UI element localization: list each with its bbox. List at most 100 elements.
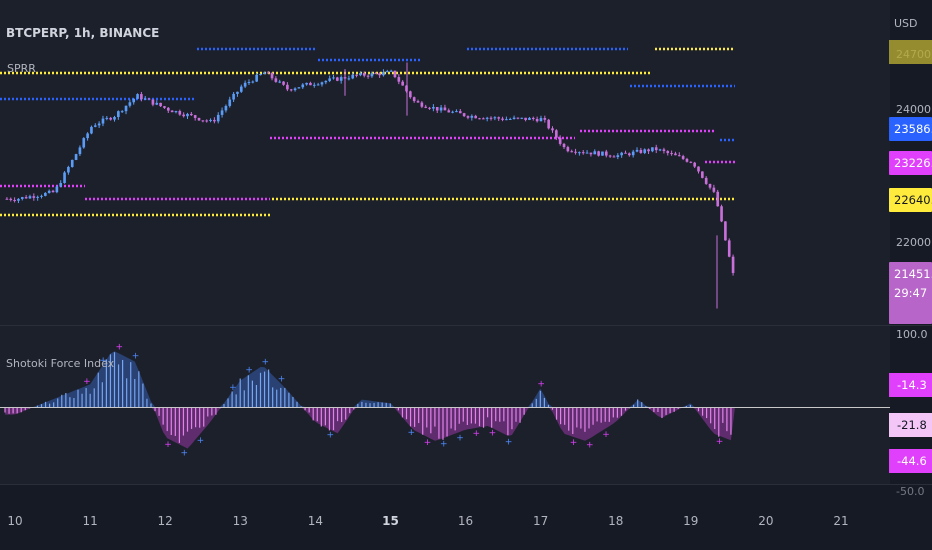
candle-body [382, 72, 385, 76]
candle-body [451, 111, 454, 113]
candle-body [435, 107, 439, 111]
candle-body [708, 183, 712, 188]
osc-marker: + [326, 430, 334, 440]
candle-body [578, 152, 581, 154]
candle-body [535, 118, 539, 122]
candle-body [635, 149, 639, 152]
candle-body [90, 126, 93, 134]
candle-body [355, 74, 358, 76]
currency-label: USD [894, 17, 918, 30]
candle-body [255, 74, 258, 82]
force-index-label[interactable]: Shotoki Force Index [6, 357, 115, 370]
candle-body [370, 73, 374, 77]
time-tick[interactable]: 18 [608, 514, 623, 528]
candle-body [282, 81, 285, 85]
candle-body [720, 206, 723, 222]
osc-marker: + [505, 437, 513, 447]
candle-body [651, 147, 654, 152]
candle-body [78, 147, 82, 155]
candle-body [74, 154, 78, 160]
osc-tick-top[interactable]: 100.0 [896, 328, 928, 341]
time-tick[interactable]: 12 [158, 514, 173, 528]
candle-body [689, 161, 693, 163]
candle-body [608, 155, 612, 157]
candle-body [305, 82, 308, 85]
candle-body [389, 70, 393, 72]
candle-body [416, 101, 420, 103]
candle-body [17, 198, 20, 201]
time-tick[interactable]: 19 [683, 514, 698, 528]
time-tick[interactable]: 16 [458, 514, 473, 528]
candle-body [662, 149, 666, 152]
candle-body [593, 151, 597, 155]
candle-body [324, 80, 328, 83]
candle-body [497, 117, 501, 119]
osc-tick-bottom[interactable]: -50.0 [896, 485, 924, 498]
candle-body [601, 151, 604, 156]
candle-body [681, 156, 685, 159]
candle-body [174, 111, 178, 113]
time-tick[interactable]: 13 [233, 514, 248, 528]
candle-body [547, 119, 550, 129]
candle-body [378, 73, 381, 76]
candle-body [197, 117, 201, 121]
candle-body [443, 107, 447, 111]
candle-body [581, 152, 585, 154]
price-tick[interactable]: 22000.0 [896, 236, 932, 249]
candle-body [36, 196, 39, 198]
candle-body [731, 256, 735, 273]
osc-marker: + [278, 374, 286, 384]
candle-body [612, 156, 616, 158]
time-axis[interactable]: 10 11 12 13 14 15 16 17 18 19 20 21 [7, 514, 848, 528]
osc-marker: + [99, 356, 107, 366]
symbol-title[interactable]: BTCPERP, 1h, BINANCE [6, 26, 159, 40]
oscillator-axis[interactable]: 100.0 -50.0 [896, 328, 928, 498]
candle-body [193, 115, 197, 118]
candle-body [727, 240, 731, 257]
badge-osc-1-text: -14.3 [897, 378, 927, 392]
candle-body [97, 123, 101, 126]
candle-body [666, 151, 670, 154]
candle-body [47, 190, 51, 193]
candle-body [70, 159, 74, 167]
time-tick[interactable]: 20 [758, 514, 773, 528]
candle-body [328, 78, 331, 81]
candle-body [236, 91, 239, 94]
time-tick[interactable]: 11 [82, 514, 97, 528]
osc-marker: + [424, 438, 432, 448]
candle-body [643, 149, 647, 153]
osc-marker: + [229, 383, 237, 393]
candle-body [247, 81, 251, 83]
candle-body [589, 152, 593, 155]
candle-body [128, 102, 132, 106]
time-tick[interactable]: 14 [308, 514, 323, 528]
candle-body [712, 187, 716, 192]
time-tick[interactable]: 17 [533, 514, 548, 528]
candle-body [658, 149, 662, 151]
candle-body [251, 81, 255, 83]
candle-body [259, 74, 262, 76]
candle-body [524, 117, 527, 120]
candle-body [101, 118, 105, 124]
candle-body [44, 192, 47, 196]
candle-body [455, 111, 458, 113]
candle-body [474, 115, 477, 119]
candle-body [624, 152, 627, 154]
candle-body [716, 191, 720, 207]
osc-marker: + [440, 440, 448, 450]
candle-body [674, 153, 677, 156]
candle-body [143, 98, 147, 100]
candle-body [724, 221, 727, 241]
osc-marker: + [164, 440, 172, 450]
sprr-label[interactable]: SPRR [7, 62, 36, 75]
osc-marker: + [456, 433, 464, 443]
candle-body [243, 82, 247, 87]
osc-marker: + [83, 377, 91, 387]
candle-body [670, 153, 673, 155]
time-tick[interactable]: 21 [833, 514, 848, 528]
candle-body [82, 138, 86, 148]
time-tick[interactable]: 15 [382, 514, 399, 528]
time-tick[interactable]: 10 [7, 514, 22, 528]
price-tick[interactable]: 24000.0 [896, 103, 932, 116]
main-pane[interactable] [0, 0, 890, 325]
